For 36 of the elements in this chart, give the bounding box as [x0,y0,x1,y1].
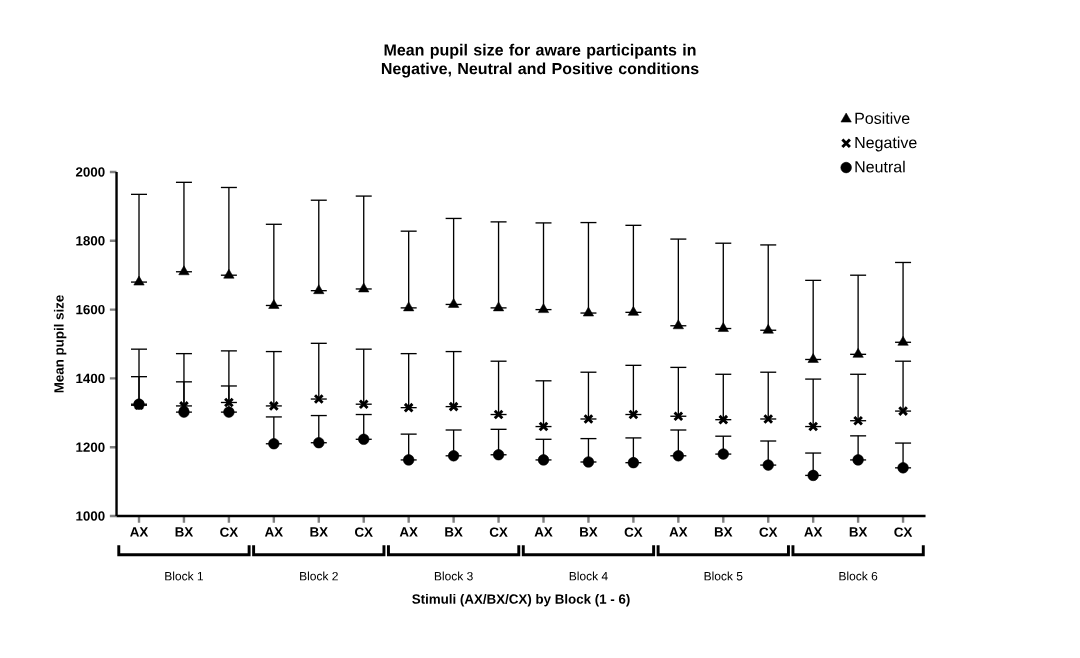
x-tick-label: AX [669,527,688,537]
chart-title: Mean pupil size for aware participants in Negative, Neutral and Positive conditions [381,43,699,78]
text: Block 1 [165,571,204,581]
text: Block 5 [704,571,743,581]
text: Block 4 [569,571,608,581]
x-axis-title: Stimuli (AX/BX/CX) by Block (1 - 6) [412,593,630,607]
y-tick-label: 1600 [76,304,105,315]
y-tick-label: 2000 [75,167,105,177]
x-tick-label: BX [714,527,733,537]
x-tick-label: AX [264,527,283,537]
x-tick-label: BX [310,527,328,537]
x-tick-label: CX [220,527,239,537]
y-tick-label: 1200 [76,442,105,452]
x-tick-label: AX [130,527,149,537]
x-tick-label: CX [355,527,373,537]
x-tick-label: BX [445,527,463,537]
text: Block 2 [300,571,338,581]
x-tick-label: BX [580,527,598,537]
legend-label: Positive [855,112,910,124]
x-tick-label: CX [894,527,913,537]
x-tick-label: CX [489,527,508,537]
text: Block 6 [839,571,878,581]
x-tick-label: BX [849,527,868,537]
x-tick-label: BX [175,527,194,537]
y-tick-label: 1000 [76,511,105,521]
y-axis-title: Mean pupil size [53,295,67,393]
x-tick-label: AX [804,527,823,537]
x-tick-label: AX [534,527,553,537]
legend-label: Negative [855,136,917,152]
legend-label: Neutral [855,160,905,173]
x-tick-label: AX [399,527,418,537]
x-tick-label: CX [759,527,778,537]
x-tick-label: CX [624,527,643,537]
y-tick-label: 1800 [76,236,105,246]
text: Block 3 [434,571,473,581]
y-tick-label: 1400 [76,373,105,384]
